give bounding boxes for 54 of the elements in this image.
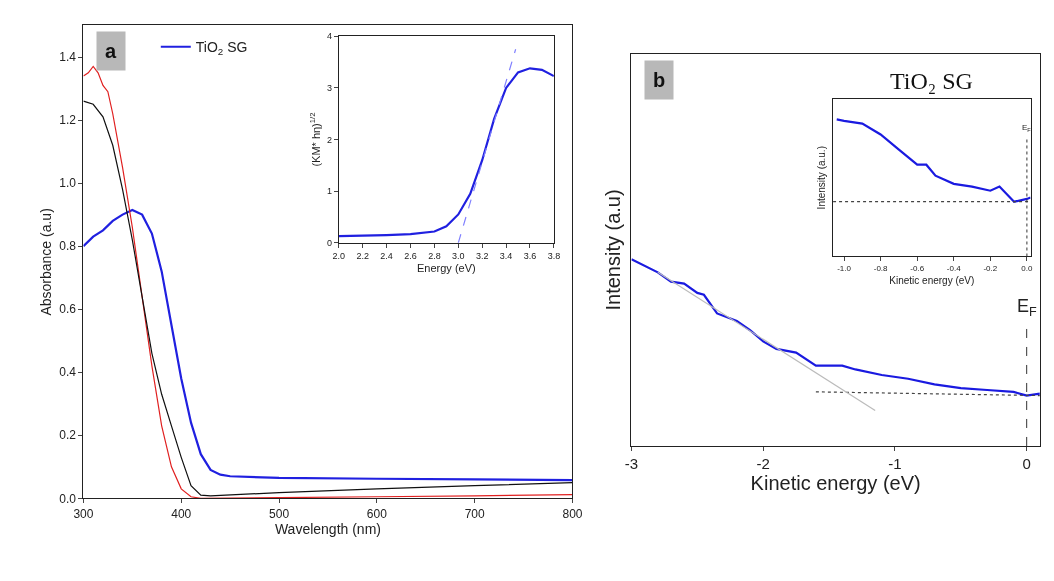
- x-tick-label: 2.8: [428, 250, 441, 261]
- legend-label: TiO$_{2}$ SG: [195, 39, 248, 58]
- x-tick-label: -0.2: [983, 264, 998, 274]
- x-tick-label: 500: [269, 506, 290, 521]
- y-tick-label: 4: [327, 31, 333, 42]
- x-tick-label: 3.4: [499, 250, 513, 261]
- text: b: [653, 69, 666, 91]
- x-tick-label: -3: [624, 454, 639, 472]
- x-axis-title: Kinetic energy (eV): [750, 471, 921, 494]
- x-tick-label: 3.0: [452, 250, 465, 261]
- y-tick-label: 2: [327, 134, 333, 145]
- y-tick-label: 1.0: [59, 176, 77, 191]
- y-axis-title: Intensity (a.u): [601, 189, 624, 311]
- x-tick-label: 700: [464, 506, 486, 521]
- ref-line-label: E$_{F}$: [1017, 296, 1038, 319]
- x-axis-title: Wavelength (nm): [274, 521, 381, 538]
- x-tick-label: 2.0: [332, 250, 346, 261]
- y-tick-label: 1.2: [59, 113, 77, 128]
- chart-title: TiO₂ SG: [890, 68, 973, 94]
- y-axis-title: Absorbance (a.u): [37, 208, 54, 316]
- x-tick-label: 3.2: [475, 250, 489, 261]
- x-tick-label: -0.4: [946, 264, 962, 274]
- x-tick-label: 3.6: [523, 250, 537, 261]
- x-tick-label: 0: [1022, 454, 1031, 472]
- annotation: a: [105, 40, 117, 62]
- x-tick-label: 800: [562, 506, 583, 521]
- x-tick-label: 300: [73, 506, 94, 521]
- y-tick-label: 0.2: [59, 428, 77, 443]
- x-tick-label: -1: [888, 454, 902, 472]
- y-tick-label: 0.4: [59, 365, 77, 380]
- x-tick-label: 2.4: [380, 250, 393, 261]
- x-tick-label: -0.6: [910, 264, 925, 274]
- y-tick-label: 0.8: [59, 239, 77, 254]
- y-tick-label: 1.4: [59, 50, 77, 65]
- x-tick-label: 400: [171, 506, 192, 521]
- x-tick-label: 3.8: [547, 250, 561, 261]
- y-tick-label: 0: [327, 237, 333, 248]
- line-series: [83, 208, 573, 482]
- x-tick-label: -1.0: [837, 264, 852, 274]
- x-tick-label: -2: [756, 454, 770, 472]
- y-tick-label: 0.0: [59, 491, 77, 506]
- line-series: [338, 67, 554, 238]
- ref-line-label: E$_{F}$: [1022, 123, 1032, 133]
- x-tick-label: -0.8: [873, 264, 889, 274]
- y-tick-label: 3: [327, 83, 333, 94]
- y-tick-label: 0.6: [59, 302, 77, 317]
- x-tick-label: 0.0: [1021, 264, 1034, 274]
- x-tick-label: 2.2: [356, 250, 369, 261]
- y-tick-label: 1: [327, 186, 333, 197]
- x-axis-title: Kinetic energy (eV): [889, 274, 975, 286]
- x-tick-label: 2.6: [404, 250, 417, 261]
- y-axis-title: Intensity (a.u.): [816, 146, 828, 210]
- x-tick-label: 600: [366, 506, 388, 521]
- x-axis-title: Energy (eV): [417, 261, 476, 274]
